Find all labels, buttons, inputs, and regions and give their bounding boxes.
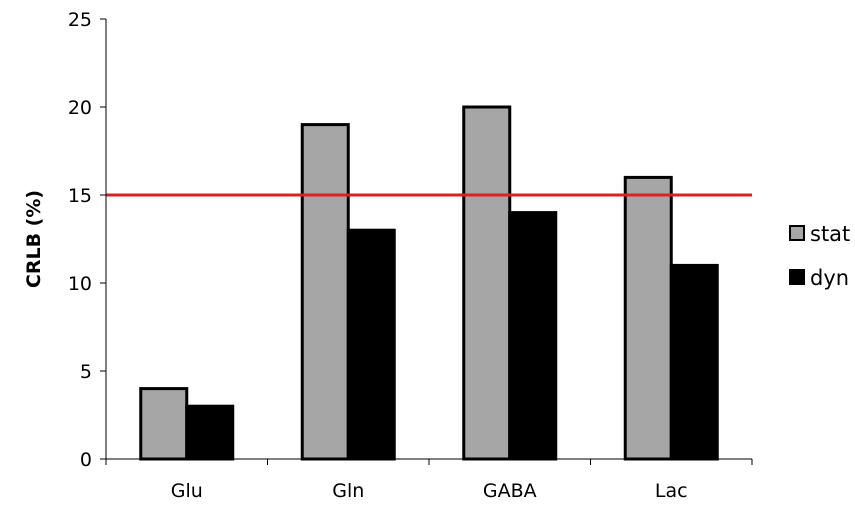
y-tick-label: 10 <box>68 273 92 295</box>
x-ticks: Glu Gln GABA Lac <box>105 459 753 502</box>
x-tick-label: Lac <box>655 480 688 502</box>
y-tick-label: 0 <box>80 449 92 471</box>
bars-layer <box>139 105 719 461</box>
legend-swatch-dyn <box>789 269 805 285</box>
legend-label-dyn: dyn <box>810 266 849 290</box>
bar-dyn-glu <box>185 404 235 461</box>
bar-dyn-gln <box>346 228 396 461</box>
bar-dyn-gaba <box>508 211 558 461</box>
y-tick-label: 15 <box>68 185 92 207</box>
y-ticks: 0 5 10 15 20 25 <box>68 9 106 471</box>
bar-stat-glu <box>139 387 189 461</box>
bar-stat-lac <box>623 175 673 461</box>
bar-stat-gaba <box>462 105 512 461</box>
y-tick-label: 5 <box>80 361 92 383</box>
bar-stat-gln <box>300 123 350 461</box>
legend-swatch-stat <box>789 225 805 241</box>
legend: stat dyn <box>789 222 850 290</box>
x-tick-label: Gln <box>332 480 364 502</box>
y-tick-label: 25 <box>68 9 92 31</box>
y-tick-label: 20 <box>68 97 92 119</box>
y-axis-label: CRLB (%) <box>23 190 45 288</box>
legend-label-stat: stat <box>810 222 850 246</box>
bar-dyn-lac <box>669 263 719 461</box>
x-tick-label: Glu <box>171 480 203 502</box>
x-tick-label: GABA <box>483 480 537 502</box>
